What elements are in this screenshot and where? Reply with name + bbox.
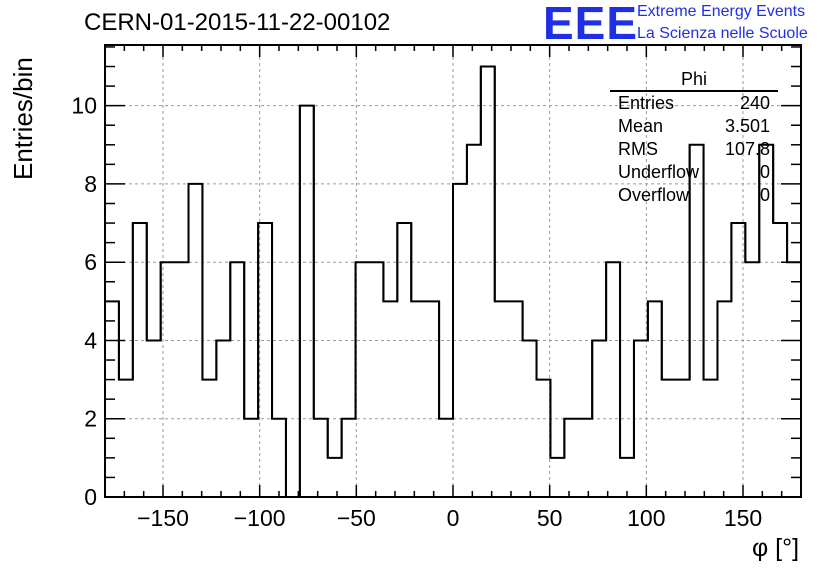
histogram-bin (731, 223, 745, 497)
histogram-bin (202, 380, 216, 497)
histogram-bin (676, 380, 690, 497)
tick-labels: −150 −100 −50 0 50 100 150 0 2 4 6 8 10 (71, 93, 762, 531)
stats-key: Overflow (618, 185, 690, 205)
stats-box: Phi Entries 240 Mean 3.501 RMS 107.8 Und… (610, 69, 778, 207)
histogram-bin (509, 301, 523, 497)
histogram-bin (704, 380, 718, 497)
y-tick-label: 6 (84, 249, 97, 275)
histogram-bin (634, 340, 648, 497)
histogram-bin (369, 262, 383, 497)
histogram-bin (537, 380, 551, 497)
histogram-bin (662, 380, 676, 497)
x-tick-label: −150 (137, 505, 189, 531)
histogram-bin (550, 458, 564, 497)
histogram-bin (147, 340, 161, 497)
histogram-bin (523, 340, 537, 497)
stats-key: Mean (618, 116, 664, 136)
histogram-bin (272, 419, 286, 497)
histogram-bin (606, 262, 620, 497)
stats-value: 107.8 (724, 139, 770, 159)
stats-row-mean: Mean 3.501 (610, 115, 778, 138)
y-tick-label: 4 (84, 327, 97, 353)
histogram-bin (119, 380, 133, 497)
histogram-bin (356, 262, 370, 497)
stats-row-entries: Entries 240 (610, 92, 778, 115)
histogram-bin (397, 223, 411, 497)
x-tick-label: −50 (337, 505, 376, 531)
x-tick-label: 0 (447, 505, 460, 531)
histogram-bin (425, 301, 439, 497)
histogram-bin (189, 184, 203, 497)
stats-value: 0 (759, 185, 770, 205)
histogram-bin (161, 262, 175, 497)
y-tick-label: 2 (84, 406, 97, 432)
logo-line-2: La Scienza nelle Scuole (637, 25, 808, 42)
histogram-bin (773, 223, 787, 497)
histogram-bin (648, 301, 662, 497)
stats-key: Entries (618, 93, 675, 113)
histogram-bin (578, 419, 592, 497)
histogram-bin (481, 67, 495, 497)
x-axis-label: φ [°] (752, 534, 800, 562)
y-tick-label: 0 (84, 484, 97, 510)
histogram-bin (216, 340, 230, 497)
stats-value: 0 (759, 162, 770, 182)
stats-row-overflow: Overflow 0 (610, 184, 778, 207)
x-tick-label: −100 (234, 505, 286, 531)
histogram-bin (495, 301, 509, 497)
histogram-bin (328, 458, 342, 497)
histogram-bin (244, 419, 258, 497)
eee-logo: EEE (543, 0, 639, 49)
x-tick-label: 50 (537, 505, 563, 531)
x-tick-label: 100 (627, 505, 665, 531)
y-tick-label: 10 (71, 93, 97, 119)
histogram-bin (175, 262, 189, 497)
histogram-bin (133, 223, 147, 497)
x-tick-label: 150 (724, 505, 762, 531)
stats-row-rms: RMS 107.8 (610, 138, 778, 161)
stats-value: 240 (739, 93, 770, 113)
histogram-bin (439, 419, 453, 497)
histogram-bin (467, 145, 481, 497)
histogram-bin (564, 419, 578, 497)
axis-ticks (104, 45, 802, 498)
histogram-bin (230, 262, 244, 497)
histogram-bin (342, 419, 356, 497)
stats-title: Phi (610, 69, 778, 92)
histogram-bin (411, 301, 425, 497)
stats-row-underflow: Underflow 0 (610, 161, 778, 184)
chart-title: CERN-01-2015-11-22-00102 (84, 9, 391, 36)
histogram-bars (105, 65, 801, 498)
histogram-bin (300, 106, 314, 497)
histogram-bin (383, 301, 397, 497)
histogram-bin (258, 223, 272, 497)
histogram-bin (592, 340, 606, 497)
histogram-bin (717, 301, 731, 497)
stats-value: 3.501 (724, 116, 770, 136)
stats-key: Underflow (618, 162, 700, 182)
histogram-bin (314, 419, 328, 497)
y-tick-label: 8 (84, 171, 97, 197)
logo-line-1: Extreme Energy Events (637, 3, 806, 20)
y-axis-label: Entries/bin (8, 57, 38, 180)
histogram-bin (453, 184, 467, 497)
stats-key: RMS (618, 139, 658, 159)
histogram-bin (745, 262, 759, 497)
